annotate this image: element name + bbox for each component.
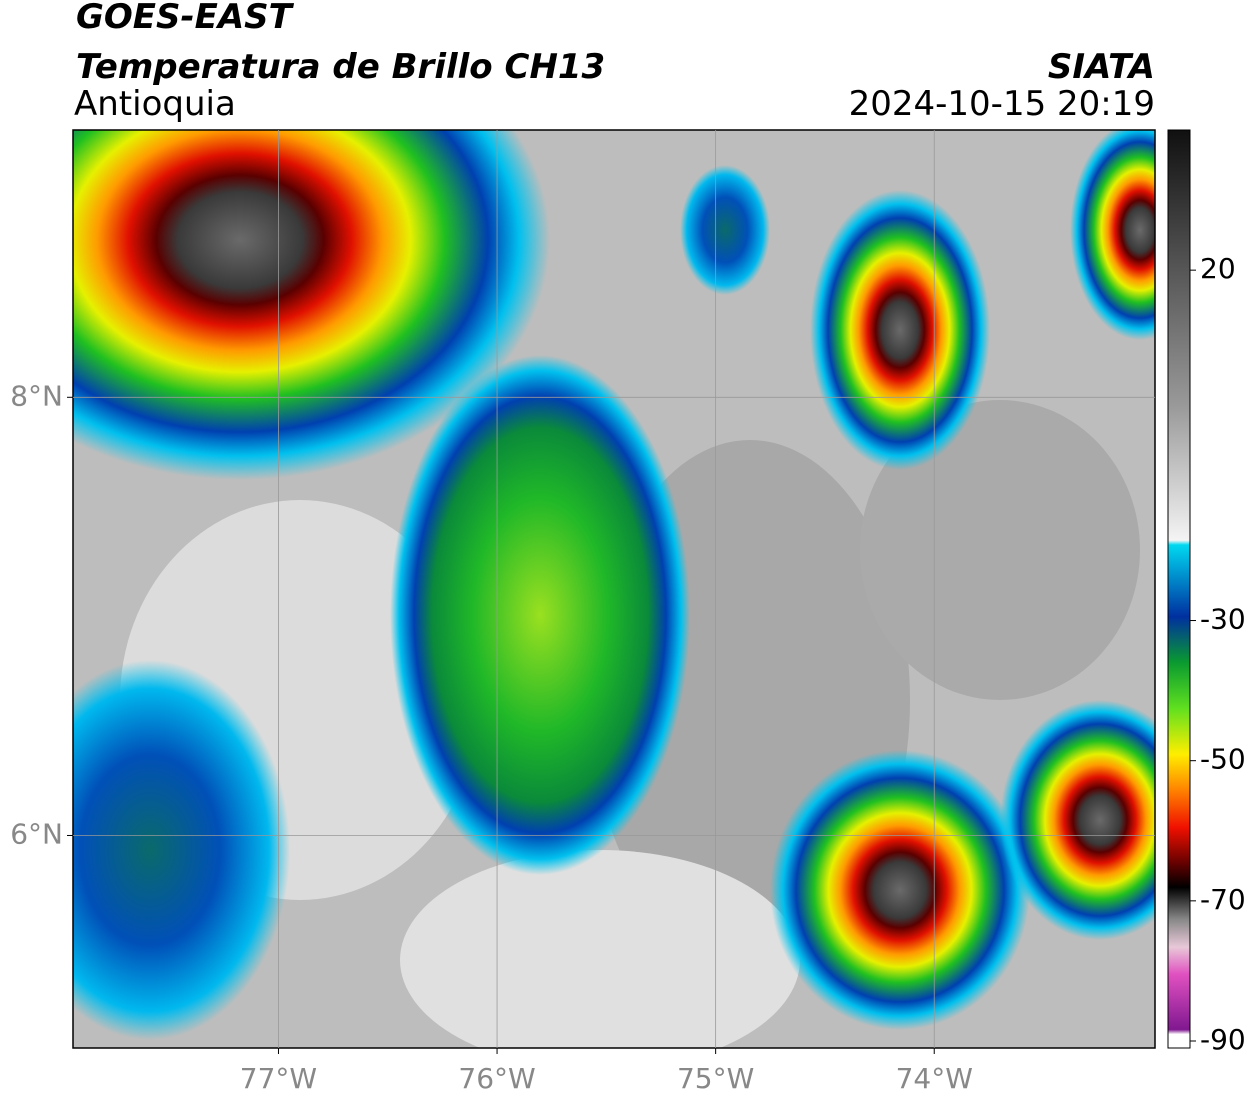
datetime: 2024-10-15 20:19	[849, 84, 1155, 124]
colorbar-tick-label: -70	[1200, 883, 1246, 916]
colorbar-tick-label: -50	[1200, 743, 1246, 776]
colorbar-tick-label: -90	[1200, 1023, 1246, 1056]
colorbar	[1167, 129, 1191, 1049]
title: GOES-EAST	[76, 0, 295, 37]
x-tick-label: 76°W	[458, 1062, 535, 1095]
x-tick-label: 74°W	[896, 1062, 973, 1095]
satellite-image	[73, 130, 1155, 1048]
map-frame	[72, 129, 1156, 1049]
x-tick-label: 77°W	[240, 1062, 317, 1095]
colorbar-tick-label: 20	[1200, 252, 1236, 285]
y-tick-label: 8°N	[10, 379, 63, 412]
x-tick-label: 75°W	[677, 1062, 754, 1095]
y-tick-label: 6°N	[10, 817, 63, 850]
subtitle: Temperatura de Brillo CH13	[76, 47, 605, 87]
region: Antioquia	[74, 84, 236, 124]
source: SIATA	[1048, 47, 1155, 87]
colorbar-tick-label: -30	[1200, 603, 1246, 636]
